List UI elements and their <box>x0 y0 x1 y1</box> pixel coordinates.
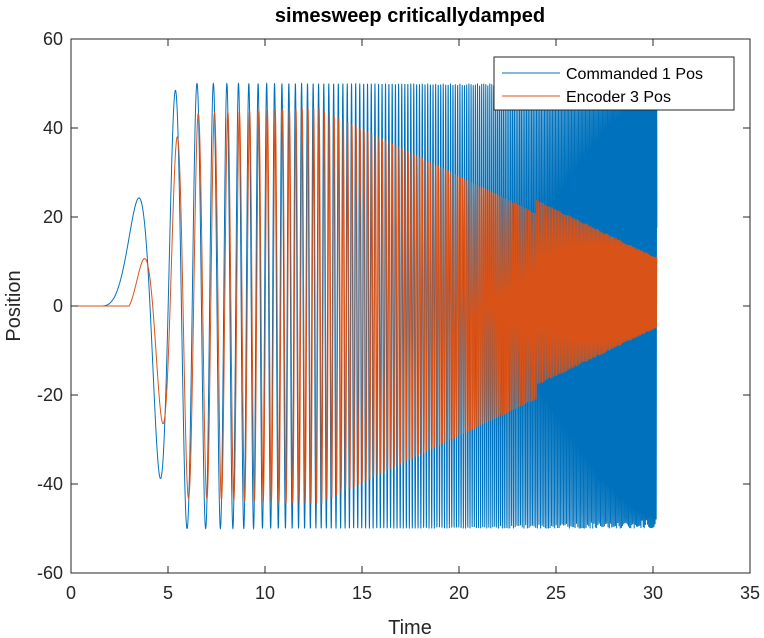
y-tick-label: 0 <box>53 296 63 316</box>
x-tick-label: 35 <box>740 583 760 603</box>
y-tick-label: 40 <box>43 118 63 138</box>
legend-label-commanded: Commanded 1 Pos <box>566 66 703 83</box>
y-tick-label: -20 <box>37 385 63 405</box>
x-tick-label: 20 <box>449 583 469 603</box>
series-line-encoder <box>71 107 658 505</box>
x-tick-label: 25 <box>546 583 566 603</box>
y-tick-label: -60 <box>37 563 63 583</box>
x-tick-label: 30 <box>643 583 663 603</box>
series-layer <box>71 81 658 531</box>
y-tick-label: -40 <box>37 474 63 494</box>
x-tick-label: 0 <box>66 583 76 603</box>
x-tick-label: 5 <box>163 583 173 603</box>
series-line-commanded <box>71 81 658 531</box>
x-axis-label: Time <box>388 617 432 638</box>
legend: Commanded 1 Pos Encoder 3 Pos <box>493 56 735 111</box>
chart-title: simesweep criticallydamped <box>275 5 545 27</box>
x-ticks: 0 5 10 15 20 25 30 35 <box>66 39 760 603</box>
y-axis-label: Position <box>3 270 25 341</box>
y-ticks: -60 -40 -20 0 20 40 60 <box>37 29 750 583</box>
x-tick-label: 15 <box>352 583 372 603</box>
legend-label-encoder: Encoder 3 Pos <box>566 89 671 106</box>
legend-box <box>493 56 735 111</box>
y-tick-label: 20 <box>43 207 63 227</box>
x-tick-label: 10 <box>255 583 275 603</box>
y-tick-label: 60 <box>43 29 63 49</box>
